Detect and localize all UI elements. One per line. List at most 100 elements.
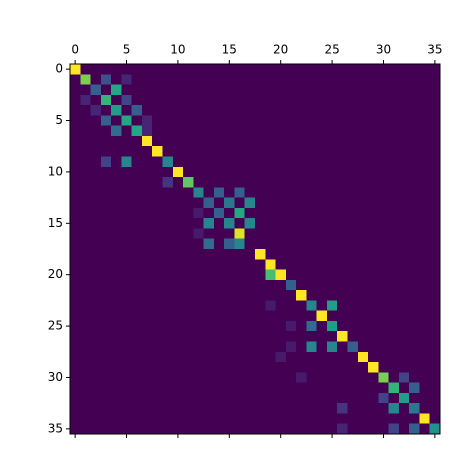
cell (121, 115, 132, 126)
cell (265, 125, 276, 137)
cell (162, 249, 174, 260)
cell (244, 423, 256, 435)
cell (398, 403, 410, 414)
cell (368, 166, 379, 178)
cell (80, 290, 91, 301)
cell (409, 423, 420, 435)
cell (244, 382, 256, 394)
cell (255, 279, 266, 291)
cell (213, 310, 225, 322)
cell (368, 392, 379, 404)
cell (265, 362, 276, 373)
cell (131, 115, 143, 126)
cell (244, 259, 256, 270)
cell (265, 413, 276, 425)
cell (203, 177, 215, 188)
cell (347, 413, 359, 425)
cell (265, 94, 276, 106)
cell (255, 423, 266, 435)
cell (111, 279, 122, 291)
cell (193, 228, 204, 240)
cell (183, 423, 194, 435)
cell (357, 238, 369, 250)
cell (141, 259, 153, 270)
cell (193, 382, 204, 394)
cell (255, 269, 266, 281)
cell (183, 290, 194, 301)
cell (255, 94, 266, 106)
cell (316, 84, 328, 96)
cell (90, 197, 102, 209)
cell (357, 403, 369, 414)
cell (203, 341, 215, 353)
cell (234, 177, 246, 188)
cell (162, 146, 174, 157)
cell (255, 197, 266, 209)
cell (162, 94, 174, 106)
cell (409, 166, 420, 178)
cell (131, 177, 143, 188)
cell (409, 382, 420, 394)
cell (255, 331, 266, 342)
cell (131, 362, 143, 373)
cell (378, 125, 389, 137)
cell (388, 423, 400, 435)
cell (388, 177, 400, 188)
cell (285, 177, 297, 188)
cell (347, 228, 359, 240)
cell (224, 166, 235, 178)
cell (80, 279, 91, 291)
cell (152, 135, 163, 147)
cell (162, 125, 174, 137)
cell (244, 197, 256, 209)
cell (172, 197, 184, 209)
cell (100, 228, 112, 240)
cell (296, 228, 307, 240)
cell (326, 413, 338, 425)
cell (213, 177, 225, 188)
cell (131, 403, 143, 414)
cell (347, 238, 359, 250)
cell (265, 290, 276, 301)
cell (111, 197, 122, 209)
cell (203, 115, 215, 126)
cell (141, 423, 153, 435)
cell (326, 115, 338, 126)
cell (347, 269, 359, 281)
cell (121, 382, 132, 394)
cell (316, 423, 328, 435)
cell (234, 125, 246, 137)
cell (152, 351, 163, 363)
cell (193, 64, 204, 75)
cell (409, 413, 420, 425)
cell (316, 290, 328, 301)
cell (275, 341, 287, 353)
cell (183, 94, 194, 106)
cell (265, 187, 276, 198)
cell (224, 351, 235, 363)
cell (121, 105, 132, 116)
cell (398, 259, 410, 270)
cell (213, 413, 225, 425)
cell (183, 228, 194, 240)
cell (162, 382, 174, 394)
cell (429, 259, 441, 270)
cell (357, 207, 369, 219)
cell (419, 372, 431, 383)
cell (398, 135, 410, 147)
cell (121, 187, 132, 198)
cell (275, 249, 287, 260)
cell (70, 269, 81, 281)
cell (162, 269, 174, 281)
cell (162, 392, 174, 404)
cell (183, 249, 194, 260)
cell (398, 413, 410, 425)
cell (357, 269, 369, 281)
cell (378, 218, 389, 229)
cell (141, 156, 153, 168)
cell (90, 187, 102, 198)
cell (368, 146, 379, 157)
cell (347, 94, 359, 106)
cell (193, 84, 204, 96)
x-tick-label: 35 (427, 43, 442, 57)
